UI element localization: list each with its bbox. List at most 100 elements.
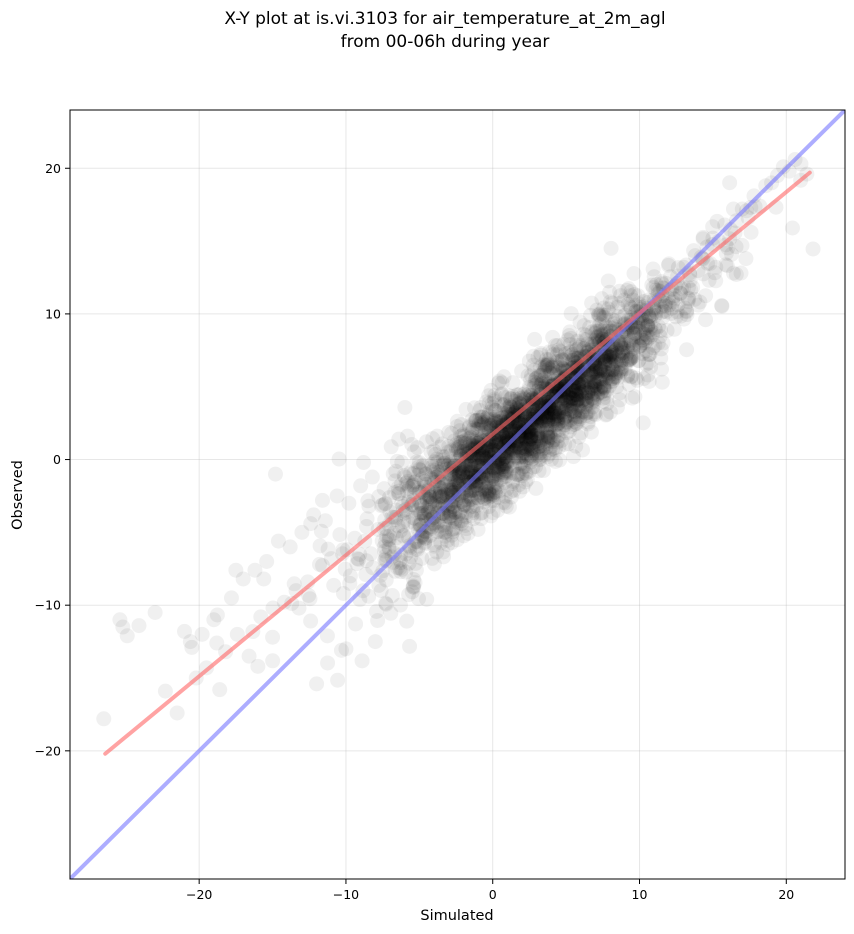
scatter-point <box>549 413 565 429</box>
scatter-point <box>560 345 576 361</box>
scatter-point <box>495 464 511 480</box>
scatter-point <box>785 220 801 236</box>
scatter-point <box>698 312 714 328</box>
scatter-point <box>365 560 381 576</box>
scatter-point <box>533 347 549 363</box>
scatter-point <box>567 409 583 425</box>
scatter-point <box>256 571 272 587</box>
scatter-point <box>536 438 552 454</box>
scatter-point <box>522 431 538 447</box>
scatter-point <box>398 564 414 580</box>
scatter-point <box>464 425 480 441</box>
scatter-point <box>404 584 420 600</box>
scatter-point <box>489 480 505 496</box>
y-axis-label: Observed <box>10 460 26 530</box>
scatter-point <box>333 642 349 658</box>
scatter-point <box>388 463 404 479</box>
scatter-point <box>511 453 527 469</box>
scatter-point <box>591 307 607 323</box>
scatter-point <box>557 417 573 433</box>
scatter-point <box>483 449 499 465</box>
scatter-point <box>371 577 387 593</box>
scatter-point <box>610 364 626 380</box>
scatter-point <box>641 346 657 362</box>
scatter-point <box>96 711 112 727</box>
scatter-point <box>541 361 557 377</box>
scatter-point <box>481 484 497 500</box>
scatter-point <box>303 516 319 532</box>
scatter-point <box>575 384 591 400</box>
scatter-point <box>600 365 616 381</box>
scatter-point <box>468 413 484 429</box>
scatter-point <box>623 369 639 385</box>
scatter-point <box>464 422 480 438</box>
scatter-point <box>419 493 435 509</box>
scatter-point <box>498 453 514 469</box>
scatter-point <box>658 295 674 311</box>
scatter-point <box>641 347 657 363</box>
scatter-point <box>505 473 521 489</box>
scatter-point <box>479 488 495 504</box>
scatter-point <box>348 616 364 632</box>
scatter-point <box>455 427 471 443</box>
scatter-point <box>473 448 489 464</box>
scatter-point <box>515 446 531 462</box>
scatter-point <box>530 436 546 452</box>
scatter-point <box>112 612 128 628</box>
scatter-point <box>619 354 635 370</box>
scatter-point <box>569 415 585 431</box>
scatter-point <box>558 382 574 398</box>
scatter-point <box>419 591 435 607</box>
scatter-point <box>534 414 550 430</box>
scatter-point <box>447 474 463 490</box>
scatter-point <box>514 405 530 421</box>
scatter-point <box>648 322 664 338</box>
scatter-point <box>608 349 624 365</box>
scatter-point <box>549 354 565 370</box>
scatter-point <box>470 521 486 537</box>
scatter-point <box>550 416 566 432</box>
scatter-point <box>514 363 530 379</box>
scatter-point <box>506 443 522 459</box>
scatter-point <box>527 421 543 437</box>
one-to-one-line <box>70 110 845 879</box>
scatter-point <box>537 371 553 387</box>
scatter-point <box>709 213 725 229</box>
scatter-point <box>486 402 502 418</box>
scatter-point <box>568 387 584 403</box>
scatter-point <box>541 400 557 416</box>
scatter-point <box>525 408 541 424</box>
scatter-point <box>551 404 567 420</box>
scatter-point <box>526 406 542 422</box>
scatter-point <box>488 475 504 491</box>
scatter-point <box>495 456 511 472</box>
scatter-point <box>620 343 636 359</box>
scatter-point <box>522 411 538 427</box>
scatter-point <box>417 530 433 546</box>
scatter-point <box>481 499 497 515</box>
scatter-point <box>589 387 605 403</box>
fit-lines <box>70 110 845 879</box>
scatter-point <box>401 555 417 571</box>
scatter-point <box>531 452 547 468</box>
scatter-point <box>725 201 741 217</box>
scatter-point <box>282 539 298 555</box>
scatter-point <box>640 317 656 333</box>
scatter-point <box>587 353 603 369</box>
scatter-point <box>595 367 611 383</box>
scatter-point <box>456 497 472 513</box>
scatter-point <box>498 468 514 484</box>
scatter-point <box>536 365 552 381</box>
scatter-point <box>540 428 556 444</box>
scatter-point <box>471 441 487 457</box>
scatter-point <box>650 318 666 334</box>
scatter-point <box>384 588 400 604</box>
scatter-point <box>523 449 539 465</box>
scatter-point <box>634 335 650 351</box>
scatter-point <box>329 488 345 504</box>
scatter-point <box>717 217 733 233</box>
scatter-point <box>655 335 671 351</box>
scatter-point <box>390 483 406 499</box>
scatter-point <box>524 398 540 414</box>
scatter-point <box>554 423 570 439</box>
